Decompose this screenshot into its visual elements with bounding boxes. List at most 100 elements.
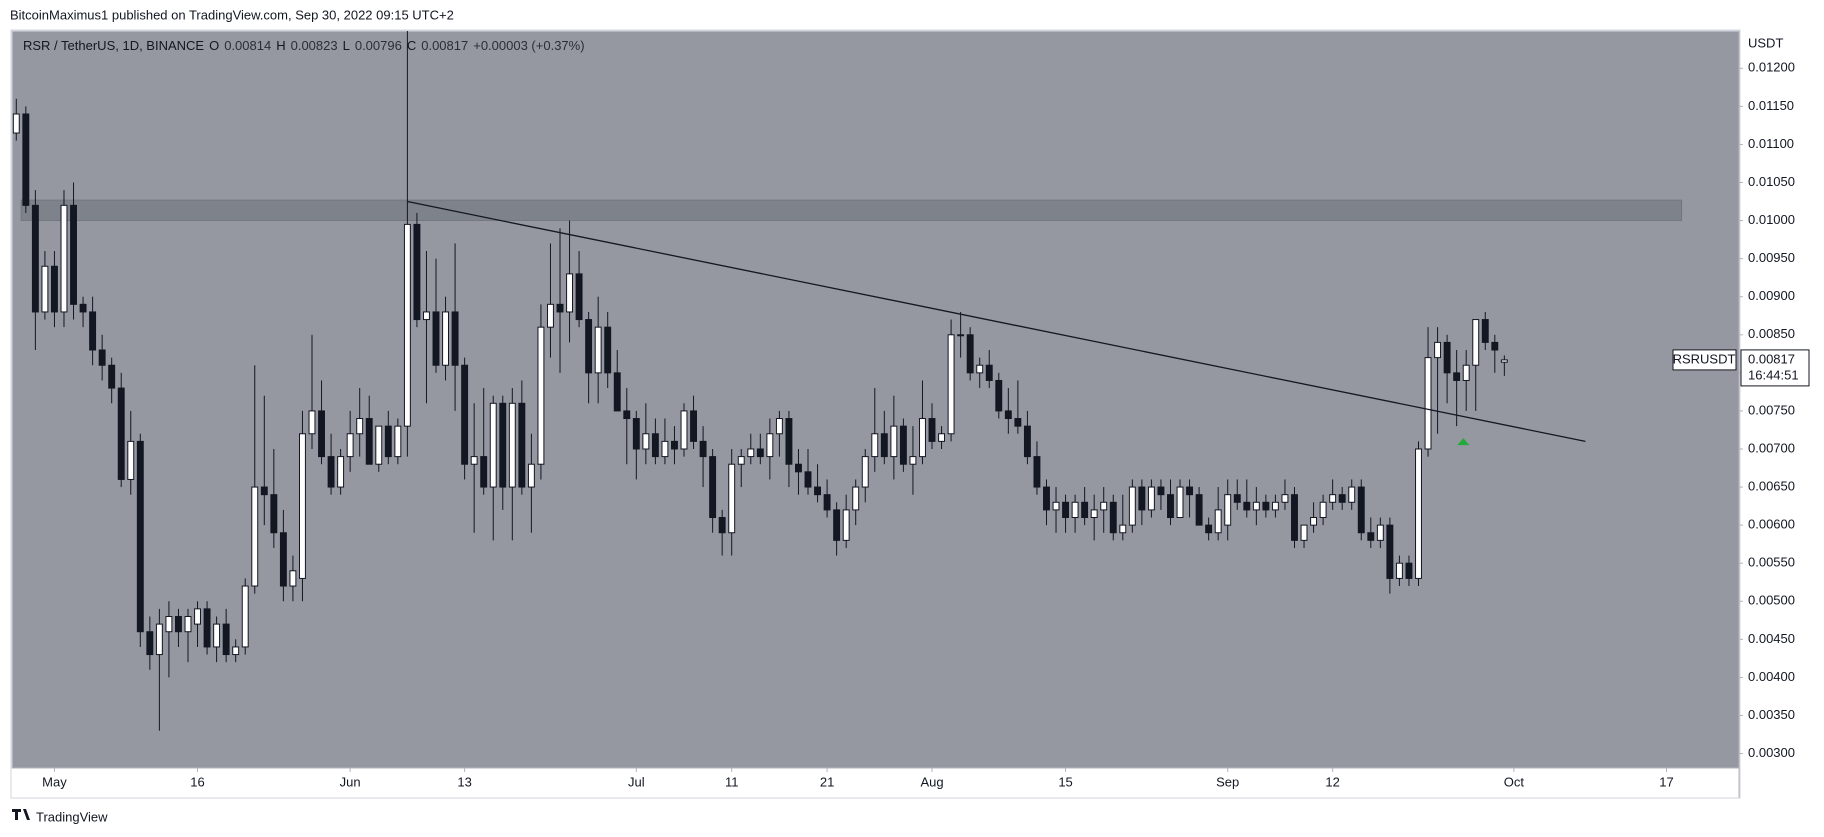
candle-body	[1500, 359, 1508, 363]
candle-body	[651, 433, 659, 458]
x-tick-label: Jun	[340, 774, 361, 789]
candle-body	[1128, 486, 1136, 526]
y-tick-label: 0.01200	[1748, 60, 1795, 75]
candle-body	[947, 334, 955, 435]
outer-frame	[10, 29, 1741, 799]
candle-body	[928, 418, 936, 442]
candle-body	[1157, 486, 1165, 496]
candle-body	[718, 517, 726, 534]
x-tick-label: 16	[190, 774, 204, 789]
candle-body	[60, 204, 68, 313]
x-tick-label: 17	[1659, 774, 1673, 789]
y-tick-label: 0.00500	[1748, 593, 1795, 608]
candle-body	[938, 433, 946, 442]
candle-body	[1367, 532, 1375, 541]
candle-body	[1338, 494, 1346, 503]
candle-body	[413, 223, 421, 321]
resistance-zone	[20, 199, 1683, 221]
candle-body	[117, 387, 125, 480]
x-tick-label: May	[42, 774, 67, 789]
candle-body	[747, 448, 755, 458]
y-tick-label: 0.00450	[1748, 631, 1795, 646]
plot-background	[12, 31, 1739, 768]
candle-body	[919, 418, 926, 458]
candle-body	[1052, 501, 1060, 511]
y-tick-label: 0.00650	[1748, 478, 1795, 493]
candle-body	[127, 440, 135, 480]
x-tick-label: Jul	[628, 774, 645, 789]
candle-body	[1214, 509, 1222, 534]
candle-body	[690, 410, 698, 442]
candle-body	[823, 494, 831, 511]
candle-body	[957, 334, 965, 337]
candle-body	[203, 608, 211, 648]
candle-body	[699, 440, 707, 458]
candle-body	[899, 425, 907, 465]
header: BitcoinMaximus1 published on TradingView…	[10, 7, 454, 22]
candle-body	[1319, 501, 1327, 519]
candle-body	[1252, 501, 1260, 511]
y-axis-label: USDT	[1748, 35, 1783, 50]
candle-body	[575, 273, 583, 321]
candle-body	[155, 623, 163, 656]
candle-body	[1186, 486, 1194, 496]
candle-body	[1462, 364, 1470, 381]
legend-key: O	[209, 38, 219, 53]
candle-body	[1443, 341, 1451, 374]
candle-body	[1147, 486, 1155, 511]
candle-body	[518, 402, 526, 488]
y-tick-label: 0.00950	[1748, 250, 1795, 265]
candle-body	[1233, 494, 1241, 503]
candle-body	[661, 440, 669, 458]
candle-body	[604, 326, 612, 374]
candle-body	[1310, 517, 1318, 526]
legend-key: H	[276, 38, 285, 53]
x-tick-label: Oct	[1504, 774, 1525, 789]
candle-body	[480, 456, 488, 488]
candle-body	[623, 410, 631, 420]
y-tick-label: 0.00300	[1748, 745, 1795, 760]
candle-body	[337, 456, 345, 488]
candle-body	[98, 349, 106, 366]
candle-body	[174, 615, 182, 633]
candle-body	[70, 204, 77, 305]
x-tick-label: 15	[1058, 774, 1072, 789]
y-tick-label: 0.00350	[1748, 707, 1795, 722]
candle-body	[1014, 418, 1022, 427]
x-tick-label: 21	[820, 774, 834, 789]
candle-body	[194, 608, 201, 625]
trendline	[407, 200, 1586, 443]
candle-body	[136, 440, 144, 633]
legend-key: L	[343, 38, 350, 53]
y-tick-label: 0.00550	[1748, 555, 1795, 570]
candle-body	[1376, 524, 1384, 541]
candle-body	[785, 418, 793, 465]
candle-body	[1023, 425, 1031, 458]
legend-value: 0.00814	[224, 38, 271, 53]
candle-body	[537, 326, 545, 465]
symbol-tag-text: RSRUSDT	[1673, 351, 1736, 366]
symbol-tag	[1672, 349, 1737, 371]
candle-body	[995, 379, 1003, 412]
candle-body	[375, 425, 383, 465]
legend-title: RSR / TetherUS, 1D, BINANCE	[23, 38, 204, 53]
y-tick-label: 0.01050	[1748, 174, 1795, 189]
candle-body	[775, 418, 783, 435]
candle-body	[1167, 494, 1174, 519]
candle-body	[213, 623, 221, 648]
candle-body	[795, 463, 802, 473]
candle-body	[1357, 486, 1365, 534]
candle-body	[1243, 501, 1251, 511]
y-tick-label: 0.00600	[1748, 517, 1795, 532]
candle-body	[270, 494, 278, 534]
candle-body	[22, 113, 30, 206]
candle-body	[1386, 524, 1394, 579]
candle-body	[251, 486, 259, 587]
x-tick-label: 12	[1325, 774, 1339, 789]
candle-body	[1434, 341, 1442, 359]
candle-body	[1176, 486, 1184, 519]
candle-body	[89, 311, 97, 351]
candle-body	[594, 326, 602, 374]
